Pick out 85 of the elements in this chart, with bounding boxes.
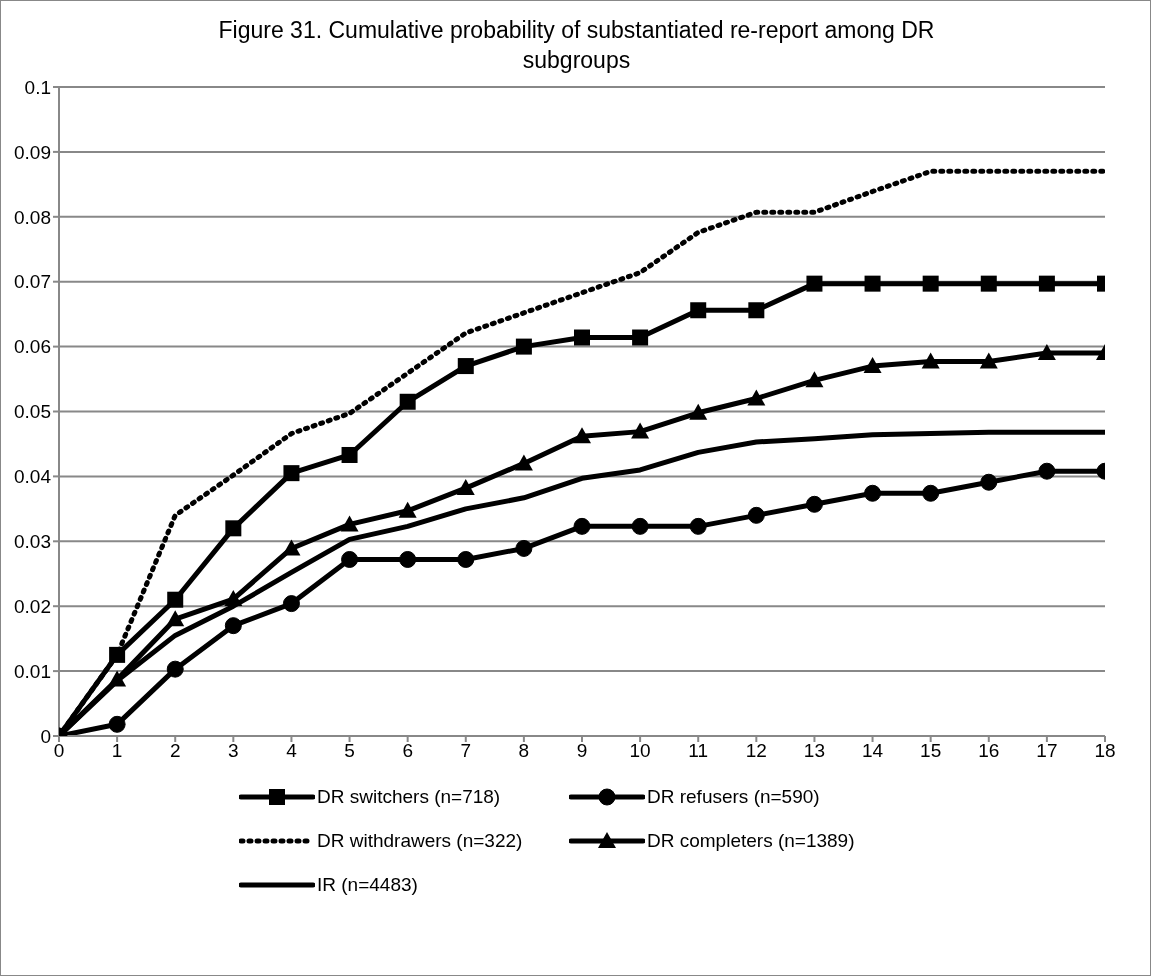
point xyxy=(690,302,707,319)
x-tick-label: 16 xyxy=(978,740,1000,762)
point xyxy=(341,550,359,568)
point xyxy=(574,329,590,346)
point xyxy=(283,465,300,482)
legend-label: DR switchers (n=718) xyxy=(317,786,501,808)
point xyxy=(398,501,417,518)
point xyxy=(457,550,475,568)
x-tick-label: 15 xyxy=(920,740,942,762)
x-tick-label: 7 xyxy=(460,740,472,762)
y-tick-label: 0.06 xyxy=(14,336,51,358)
point xyxy=(631,422,650,439)
point xyxy=(166,610,185,627)
point xyxy=(167,591,184,608)
legend-label: DR completers (n=1389) xyxy=(647,830,855,852)
point xyxy=(1038,462,1056,480)
point xyxy=(515,539,533,557)
x-tick-label: 4 xyxy=(286,740,298,762)
point xyxy=(922,275,939,292)
point xyxy=(166,660,184,678)
point xyxy=(980,473,998,491)
point xyxy=(979,352,998,369)
point xyxy=(282,595,300,613)
y-tick-label: 0.08 xyxy=(14,206,51,228)
point xyxy=(689,517,707,535)
x-tick-label: 18 xyxy=(1094,740,1116,762)
point xyxy=(340,515,359,532)
y-tick-label: 0 xyxy=(40,725,51,747)
point xyxy=(863,357,882,374)
point xyxy=(514,454,533,471)
point xyxy=(805,495,823,513)
point xyxy=(515,338,532,355)
x-tick-label: 3 xyxy=(228,740,239,762)
point xyxy=(399,393,416,410)
legend-label: IR (n=4483) xyxy=(317,874,418,896)
legend-label: DR withdrawers (n=322) xyxy=(317,830,523,852)
x-tick-label: 6 xyxy=(402,740,413,762)
x-tick-label: 2 xyxy=(169,740,181,762)
y-tick-label: 0.1 xyxy=(24,76,51,98)
point xyxy=(921,352,940,369)
point xyxy=(573,517,591,535)
point xyxy=(1038,275,1055,292)
x-tick-label: 17 xyxy=(1036,740,1058,762)
point xyxy=(864,484,882,502)
legend-label: DR refusers (n=590) xyxy=(647,786,820,808)
point xyxy=(922,484,940,502)
y-tick-label: 0.07 xyxy=(14,271,51,293)
chart-title: Figure 31. Cumulative probability of substantiated re-report among DR subgroups xyxy=(217,16,936,75)
x-tick-label: 13 xyxy=(803,740,826,762)
point xyxy=(399,550,417,568)
x-tick-label: 8 xyxy=(518,740,530,762)
y-tick-label: 0.05 xyxy=(14,401,51,423)
y-tick-label: 0.02 xyxy=(14,595,51,617)
point xyxy=(747,389,766,406)
point xyxy=(632,329,649,346)
x-tick-label: 9 xyxy=(576,740,588,762)
point xyxy=(806,275,823,292)
point xyxy=(748,302,765,319)
point xyxy=(341,446,358,463)
x-tick-label: 12 xyxy=(745,740,767,762)
point xyxy=(282,539,301,556)
point xyxy=(224,617,242,635)
point xyxy=(225,520,242,537)
point xyxy=(573,427,591,444)
y-tick-label: 0.01 xyxy=(14,660,51,682)
point xyxy=(108,715,126,733)
x-tick-label: 11 xyxy=(688,740,709,762)
y-tick-label: 0.03 xyxy=(14,531,51,553)
point xyxy=(864,275,881,292)
point xyxy=(805,371,824,388)
x-tick-label: 5 xyxy=(344,740,355,762)
point xyxy=(747,506,765,524)
x-tick-label: 14 xyxy=(861,740,884,762)
point xyxy=(456,479,475,496)
point xyxy=(689,403,708,420)
y-tick-label: 0.04 xyxy=(14,466,52,488)
point xyxy=(631,517,649,535)
x-tick-label: 10 xyxy=(629,740,651,762)
point xyxy=(224,590,243,607)
point xyxy=(980,275,997,292)
y-tick-label: 0.09 xyxy=(14,141,51,163)
x-tick-label: 1 xyxy=(111,740,123,762)
point xyxy=(1037,344,1056,361)
point xyxy=(457,358,474,375)
point xyxy=(109,646,126,663)
